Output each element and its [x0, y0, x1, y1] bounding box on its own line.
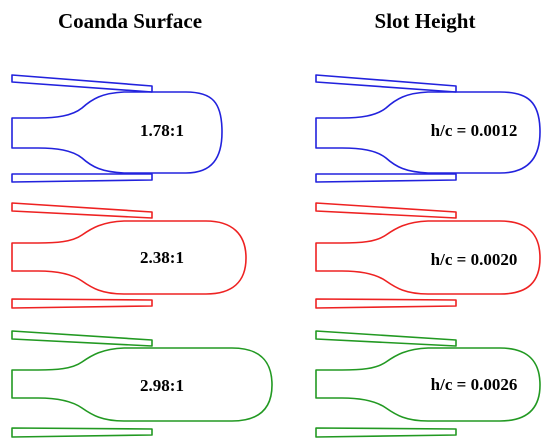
- coanda-ratio-label: 2.98:1: [140, 376, 184, 395]
- lower-flap: [315, 173, 457, 183]
- slot-height-label: h/c = 0.0026: [431, 375, 518, 394]
- airfoil-left-row-3: [11, 330, 273, 438]
- upper-flap: [315, 202, 457, 219]
- airfoil-right-row-2: [315, 202, 541, 309]
- upper-flap: [11, 330, 153, 347]
- slot-height-label: h/c = 0.0012: [431, 121, 518, 140]
- airfoil-right-row-1: [315, 74, 541, 183]
- coanda-body: [315, 347, 541, 422]
- header-slot-height: Slot Height: [375, 9, 476, 33]
- coanda-ratio-label: 2.38:1: [140, 248, 184, 267]
- slot-height-label: h/c = 0.0020: [431, 250, 518, 269]
- row-2: 2.38:1 h/c = 0.0020: [11, 202, 541, 309]
- airfoil-right-row-3: [315, 330, 541, 438]
- lower-flap: [315, 427, 457, 438]
- row-1: 1.78:1 h/c = 0.0012: [11, 74, 541, 183]
- upper-flap: [11, 202, 153, 219]
- coanda-body: [11, 220, 247, 295]
- upper-flap: [11, 74, 153, 93]
- lower-flap: [315, 298, 457, 309]
- lower-flap: [11, 173, 153, 183]
- row-3: 2.98:1 h/c = 0.0026: [11, 330, 541, 438]
- airfoil-left-row-1: [11, 74, 223, 183]
- coanda-body: [11, 347, 273, 422]
- coanda-body: [315, 91, 541, 174]
- header-coanda-surface: Coanda Surface: [58, 9, 202, 33]
- lower-flap: [11, 298, 153, 309]
- upper-flap: [315, 330, 457, 347]
- coanda-body: [315, 220, 541, 295]
- upper-flap: [315, 74, 457, 93]
- lower-flap: [11, 427, 153, 438]
- airfoil-left-row-2: [11, 202, 247, 309]
- coanda-ratio-label: 1.78:1: [140, 121, 184, 140]
- coanda-body: [11, 91, 223, 174]
